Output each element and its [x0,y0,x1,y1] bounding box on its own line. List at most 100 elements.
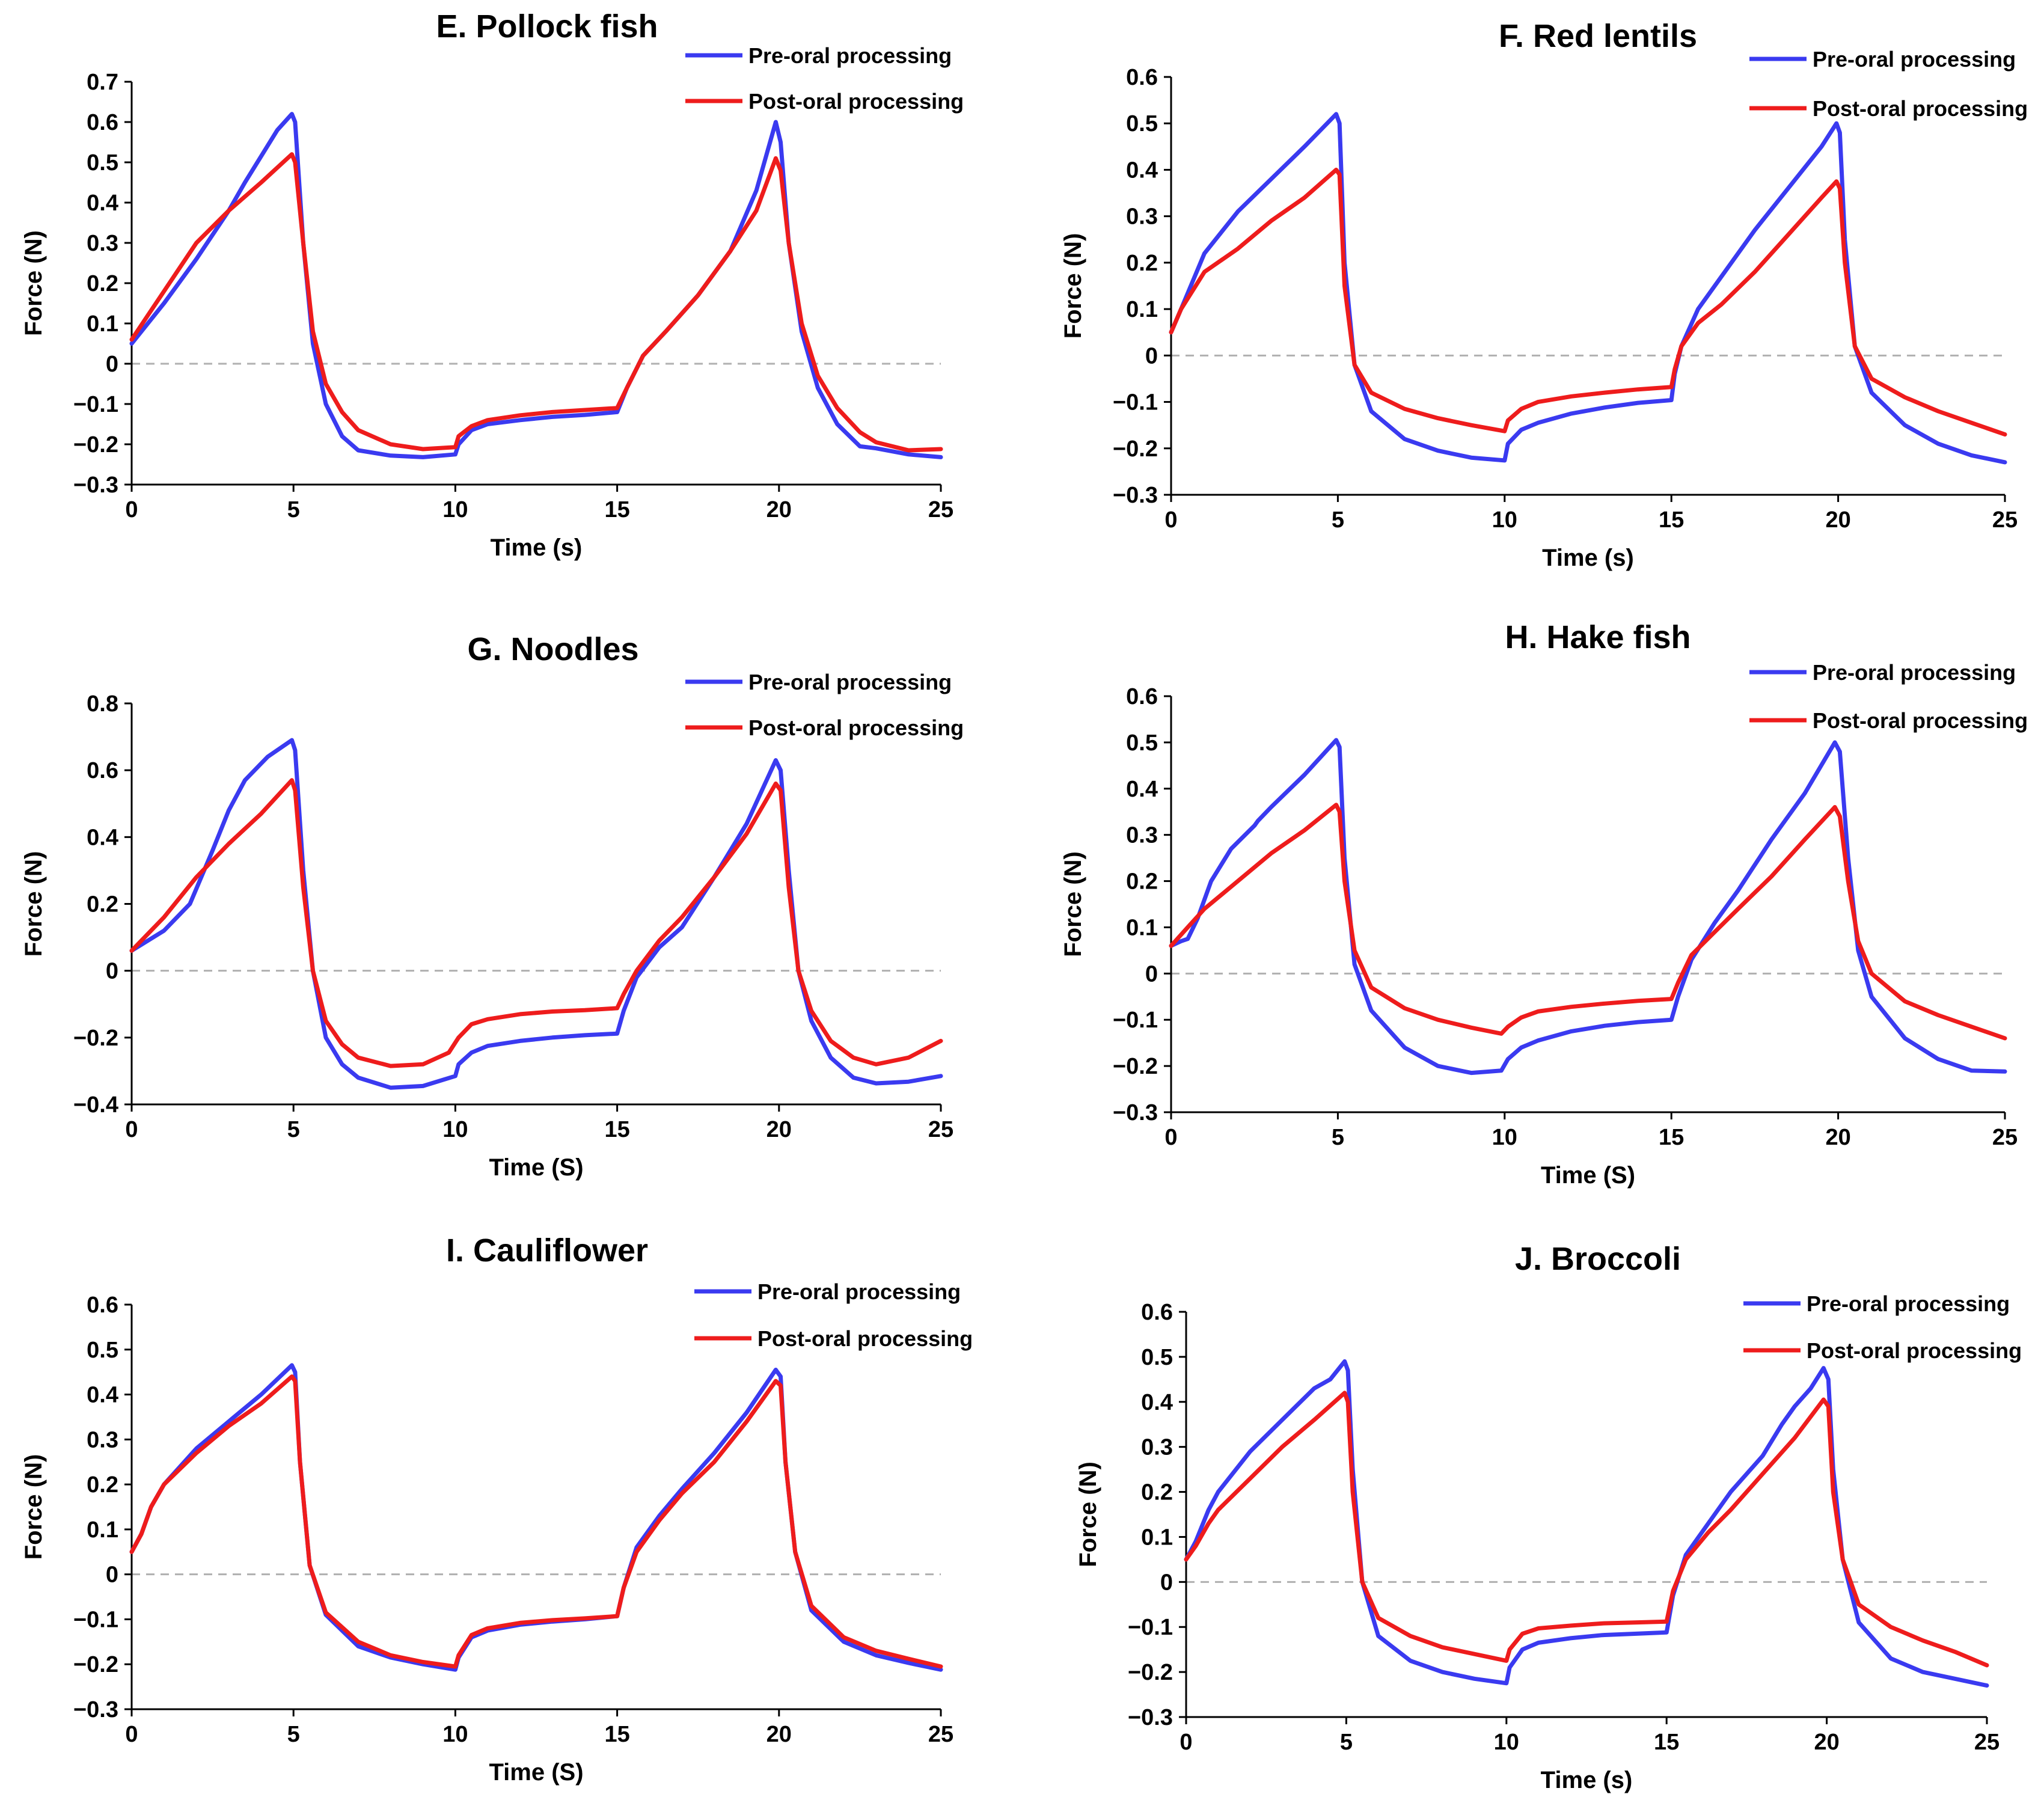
series-line-post-oral [129,152,943,453]
y-axis-label: Force (N) [1060,233,1086,339]
legend-label: Pre-oral processing [1813,47,2016,72]
x-tick-label: 15 [1659,507,1684,533]
x-tick-label: 15 [604,1117,629,1142]
legend-label: Pre-oral processing [748,43,952,68]
y-tick-label: −0.2 [1113,1054,1158,1079]
x-tick-label: 5 [287,1117,300,1142]
y-tick-label: 0 [1145,343,1158,369]
x-tick-label: 0 [1180,1730,1192,1755]
y-tick-label: 0.3 [1126,204,1158,230]
legend-label: Post-oral processing [1807,1338,2022,1363]
y-tick-label: −0.4 [73,1092,118,1118]
y-tick-label: −0.1 [73,392,118,417]
chart-title: F. Red lentils [1499,18,1697,54]
x-tick-label: 20 [766,497,792,522]
x-tick-label: 10 [1494,1730,1519,1755]
y-tick-label: 0.4 [87,191,118,216]
legend-label: Post-oral processing [748,89,964,114]
x-tick-label: 25 [928,1722,953,1747]
x-tick-label: 25 [1992,507,2018,533]
x-tick-label: 0 [1164,1125,1177,1150]
x-tick-label: 5 [1332,507,1344,533]
y-tick-label: 0.3 [87,231,118,256]
y-tick-label: −0.1 [1128,1615,1173,1640]
x-tick-label: 0 [1164,507,1177,533]
y-tick-label: −0.2 [73,1026,118,1051]
series-line-post-oral [1169,167,2007,437]
y-tick-label: 0.3 [87,1427,118,1453]
y-tick-label: 0.8 [87,691,118,717]
y-tick-label: −0.2 [73,432,118,458]
y-tick-label: 0 [1160,1570,1173,1595]
y-tick-label: 0.3 [1141,1435,1173,1460]
x-tick-label: 25 [1992,1125,2018,1150]
y-tick-label: 0.5 [87,1338,118,1363]
chart-panel-4: H. Hake fish 0.6 0.5 0.4 0.3 0.2 0.1 0 −0.1 −0.2 −… [1060,619,2028,1189]
x-tick-label: 20 [1814,1730,1839,1755]
x-tick-label: 5 [287,1722,300,1747]
x-tick-label: 20 [766,1117,792,1142]
y-tick-label: −0.1 [1113,1008,1158,1033]
x-tick-label: 0 [125,1117,138,1142]
chart-panel-6: J. Broccoli 0.6 0.5 0.4 0.3 0.2 0.1 0 −0.1 −0.2 −0… [1075,1241,2022,1793]
x-tick-label: 5 [287,497,300,522]
x-axis-label: Time (S) [489,1154,583,1181]
y-tick-label: 0.4 [87,1383,118,1408]
y-tick-label: 0.5 [1126,730,1158,756]
x-tick-label: 10 [442,1117,468,1142]
x-tick-label: 15 [604,1722,629,1747]
series-line-pre-oral [129,112,943,459]
y-tick-label: 0.4 [87,825,118,850]
y-tick-label: 0.1 [1126,915,1158,940]
y-tick-label: 0.5 [87,150,118,176]
y-tick-label: 0.4 [1126,158,1158,183]
y-tick-label: 0.3 [1126,823,1158,848]
x-tick-label: 25 [928,1117,953,1142]
series-line-pre-oral [1184,1359,1989,1688]
x-axis-label: Time (s) [491,534,583,561]
x-tick-label: 25 [1974,1730,2000,1755]
legend-label: Post-oral processing [1813,96,2028,121]
series-line-pre-oral [1169,112,2007,465]
chart-title: J. Broccoli [1515,1241,1681,1277]
y-tick-label: 0 [106,1563,118,1588]
x-tick-label: 20 [1825,1125,1850,1150]
x-tick-label: 10 [1492,1125,1517,1150]
series-line-pre-oral [129,738,943,1090]
x-tick-label: 10 [442,497,468,522]
x-tick-label: 20 [1825,507,1850,533]
x-tick-label: 15 [1659,1125,1684,1150]
series-line-post-oral [1184,1391,1989,1668]
y-tick-label: 0.4 [1141,1390,1173,1415]
x-tick-label: 15 [1654,1730,1679,1755]
chart-title: I. Cauliflower [446,1232,648,1269]
y-tick-label: 0.2 [87,271,118,296]
legend-label: Pre-oral processing [1807,1291,2010,1316]
x-tick-label: 10 [1492,507,1517,533]
x-tick-label: 0 [125,497,138,522]
y-tick-label: 0.1 [1141,1525,1173,1550]
y-tick-label: 0.5 [1126,111,1158,136]
y-tick-label: 0.6 [87,758,118,783]
series-line-post-oral [129,1374,943,1669]
y-axis-label: Force (N) [20,1454,47,1560]
y-tick-label: −0.3 [1113,1100,1158,1125]
y-tick-label: 0.1 [87,311,118,337]
y-tick-label: 0.4 [1126,777,1158,802]
y-tick-label: 0 [106,352,118,377]
x-tick-label: 15 [604,497,629,522]
y-tick-label: 0.2 [87,1472,118,1498]
chart-panel-5: I. Cauliflower 0.6 0.5 0.4 0.3 0.2 0.1 0 −0.1 −0.… [20,1232,973,1786]
y-tick-label: −0.2 [73,1652,118,1677]
chart-panel-1: E. Pollock fish 0.7 0.6 0.5 0.4 0.3 0.2 0.1 0 −0.… [20,8,964,561]
y-tick-label: 0.6 [87,1293,118,1318]
chart-panel-2: F. Red lentils 0.6 0.5 0.4 0.3 0.2 0.1 0 −0.1 −0.… [1060,18,2028,571]
x-axis-label: Time (s) [1541,1767,1633,1793]
legend-label: Pre-oral processing [757,1279,961,1304]
y-tick-label: 0 [1145,961,1158,987]
y-tick-label: −0.3 [73,473,118,498]
y-tick-label: 0 [106,959,118,984]
y-tick-label: 0.2 [1126,869,1158,895]
y-tick-label: 0.6 [87,110,118,135]
